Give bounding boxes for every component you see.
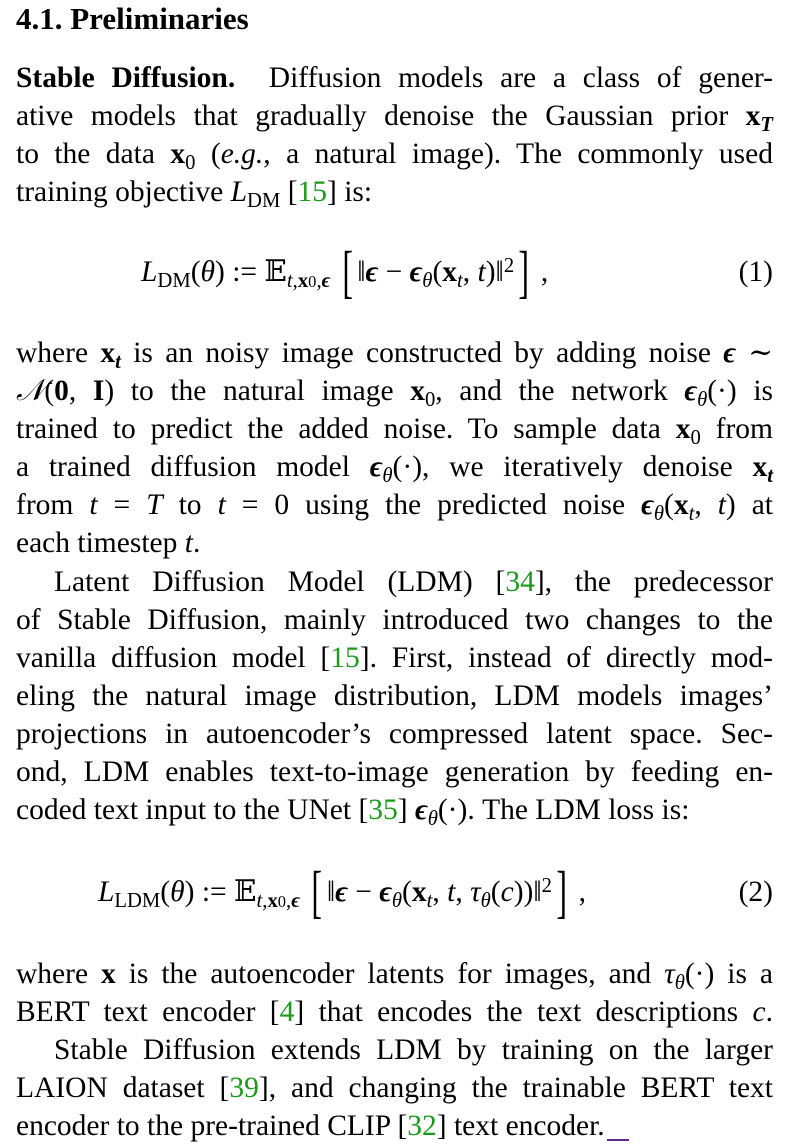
p2-line-4: a trained diffusion model ϵθ(·), we iter… [16,451,773,487]
math-xT: xT [745,100,773,136]
p5-line-2: LAION dataset [39], and changing the tra… [16,1072,774,1104]
p2-line-6: each timestep t. [16,527,201,559]
p4-line-1: where x is the autoencoder latents for i… [16,958,773,994]
citation-link[interactable]: 39 [229,1072,259,1104]
p5-line-3: encoder to the pre-trained CLIP [32] tex… [16,1107,773,1145]
p3-line-3: vanilla diffusion model [15]. First, ins… [16,642,773,674]
p3-line-2: of Stable Diffusion, mainly introduced t… [16,604,773,636]
p2-line-2: 𝒩(0, I) to the natural image x0, and the… [16,375,774,411]
p2-line-3: trained to predict the added noise. To s… [16,413,774,449]
section-heading: 4.1. Preliminaries [16,0,249,38]
p1-line-4: training objective LDM [15] is: [16,176,373,212]
p5-line-1: Stable Diffusion extends LDM by training… [54,1034,773,1066]
section-title: Preliminaries [70,1,249,36]
citation-link[interactable]: 15 [297,176,328,208]
citation-link[interactable]: 35 [368,794,398,826]
runin-heading: Stable Diffusion. [16,62,236,94]
citation-link[interactable]: 32 [407,1110,437,1142]
equation-1: LDM(θ) := 𝔼t,x0,ϵ [‖ϵ − ϵθ(xt, t)‖2] , (… [16,242,773,302]
end-mark [606,1139,629,1141]
citation-link[interactable]: 34 [505,566,535,598]
equation-2-number: (2) [738,876,773,908]
p1-line-1: Stable Diffusion. Diffusion models are a… [16,62,773,94]
math-LDM: LDM [230,176,281,212]
p1-line-3: to the data x0 (e.g., a natural image). … [16,138,773,174]
p3-line-5: projections in autoencoder’s compressed … [16,718,773,750]
p2-line-1: where xt is an noisy image constructed b… [16,337,773,373]
citation-link[interactable]: 15 [330,642,360,674]
section-number: 4.1. [16,1,63,36]
equation-1-body: LDM(θ) := 𝔼t,x0,ϵ [‖ϵ − ϵθ(xt, t)‖2] , [141,239,549,304]
p3-line-6: ond, LDM enables text-to-image generatio… [16,756,773,788]
p2-line-5: from t = T to t = 0 using the predicted … [16,489,774,525]
p4-line-2: BERT text encoder [4] that encodes the t… [16,996,773,1028]
equation-2-body: LLDM(θ) := 𝔼t,x0,ϵ [‖ϵ − ϵθ(xt, t, τθ(c)… [98,859,587,924]
p3-line-4: eling the natural image distribution, LD… [16,680,773,712]
citation-link[interactable]: 4 [279,996,295,1028]
p3-line-7: coded text input to the UNet [35] ϵθ(·).… [16,794,690,830]
p1-line-2: ative models that gradually denoise the … [16,100,773,136]
p3-line-1: Latent Diffusion Model (LDM) [34], the p… [54,566,773,598]
equation-1-number: (1) [738,256,773,288]
equation-2: LLDM(θ) := 𝔼t,x0,ϵ [‖ϵ − ϵθ(xt, t, τθ(c)… [16,862,773,922]
math-x0: x0 [170,138,196,174]
